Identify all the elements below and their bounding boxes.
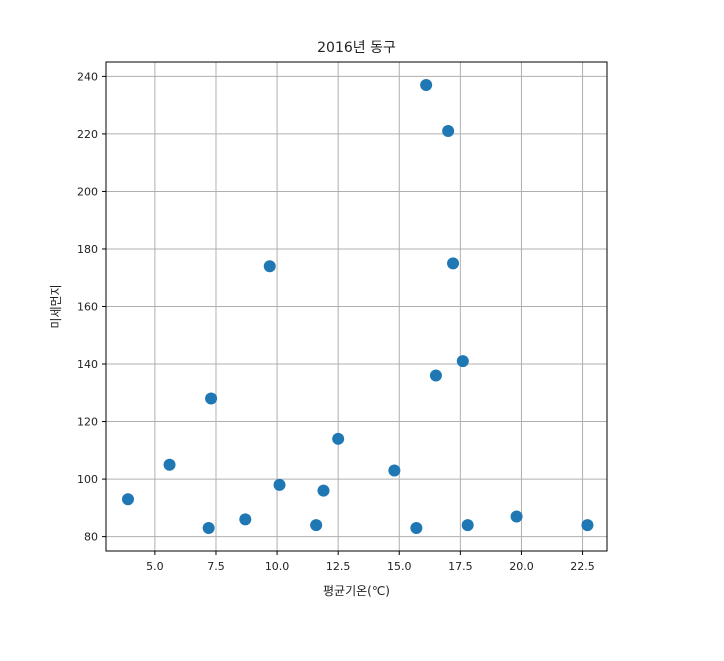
scatter-point bbox=[442, 125, 455, 138]
y-tick-label: 100 bbox=[77, 473, 98, 486]
scatter-point bbox=[429, 369, 442, 382]
y-tick-label: 180 bbox=[77, 243, 98, 256]
x-tick-label: 10.0 bbox=[265, 560, 290, 573]
y-tick-label: 200 bbox=[77, 185, 98, 198]
scatter-point bbox=[202, 521, 215, 534]
scatter-point bbox=[239, 513, 252, 526]
scatter-point bbox=[163, 458, 176, 471]
grid-layer bbox=[106, 62, 607, 551]
scatter-point bbox=[420, 79, 433, 92]
scatter-point bbox=[461, 519, 474, 532]
scatter-point bbox=[410, 521, 423, 534]
scatter-point bbox=[581, 519, 594, 532]
scatter-point bbox=[273, 478, 286, 491]
plot-frame bbox=[105, 61, 608, 552]
scatter-point bbox=[388, 464, 401, 477]
x-tick-label: 12.5 bbox=[326, 560, 351, 573]
point-layer bbox=[121, 79, 594, 534]
y-axis-label: 미세먼지 bbox=[49, 284, 63, 328]
x-tick-label: 7.5 bbox=[207, 560, 225, 573]
scatter-point bbox=[263, 260, 276, 273]
scatter-point bbox=[310, 519, 323, 532]
y-tick-label: 140 bbox=[77, 358, 98, 371]
scatter-point bbox=[447, 257, 460, 270]
scatter-point bbox=[456, 355, 469, 368]
scatter-point bbox=[332, 432, 345, 445]
x-tick-label: 15.0 bbox=[387, 560, 412, 573]
x-tick-label: 20.0 bbox=[509, 560, 534, 573]
y-tick-label: 120 bbox=[77, 416, 98, 429]
scatter-point bbox=[317, 484, 330, 497]
y-tick-label: 240 bbox=[77, 70, 98, 83]
scatter-point bbox=[205, 392, 218, 405]
chart-title: 2016년 동구 bbox=[317, 40, 396, 56]
y-tick-label: 80 bbox=[84, 531, 98, 544]
scatter-point bbox=[121, 493, 134, 506]
y-tick-label: 160 bbox=[77, 301, 98, 314]
x-tick-label: 22.5 bbox=[570, 560, 595, 573]
y-tick-label: 220 bbox=[77, 128, 98, 141]
tick-layer: 5.0 7.5 10.0 12.5 15.0 17.5 20.0 22.5 80 100 120 14… bbox=[77, 70, 595, 573]
x-axis-label: 평균기온(℃) bbox=[323, 584, 390, 598]
scatter-point bbox=[510, 510, 523, 523]
x-tick-label: 5.0 bbox=[146, 560, 164, 573]
x-tick-label: 17.5 bbox=[448, 560, 473, 573]
